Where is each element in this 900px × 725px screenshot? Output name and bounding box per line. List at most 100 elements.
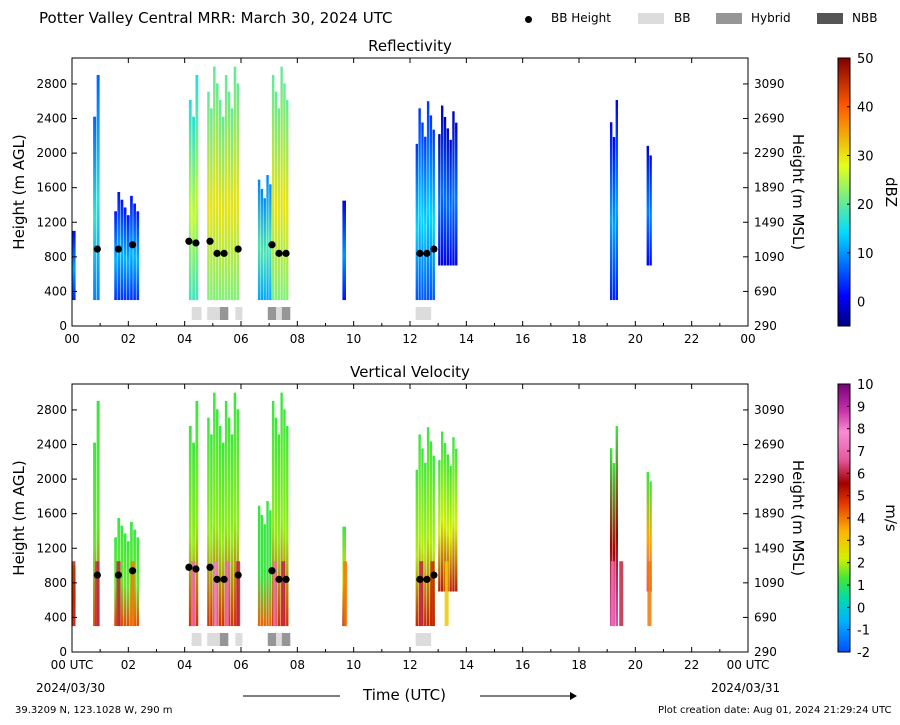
y-tick-label: 2000 [36, 472, 67, 486]
y-tick-label: 2000 [36, 146, 67, 160]
data-column [418, 108, 421, 301]
fall-speed-mark [610, 561, 615, 627]
colorbar-label: m/s [882, 504, 900, 532]
fall-speed-mark [130, 561, 135, 627]
plot-creation-date: Plot creation date: Aug 01, 2024 21:29:2… [658, 705, 892, 716]
data-column [612, 463, 616, 627]
legend-bb-swatch [638, 13, 664, 24]
bb-type-box [276, 633, 282, 646]
bb-type-box [267, 633, 277, 646]
data-column [452, 437, 455, 592]
colorbar-tick-label: 3 [857, 534, 865, 549]
y-tick-label-right: 2290 [754, 146, 785, 160]
bb-height-point [268, 567, 276, 575]
fall-speed-mark [430, 561, 435, 627]
data-column [257, 505, 261, 627]
x-tick-label: 02 [121, 332, 136, 346]
fall-speed-mark [71, 561, 76, 627]
data-column [415, 143, 419, 301]
bb-type-box [219, 633, 229, 646]
y-tick-label: 2400 [36, 112, 67, 126]
data-column [224, 74, 228, 301]
bb-height-point [114, 571, 123, 579]
bb-type-box [415, 307, 432, 320]
bb-type-box [207, 307, 220, 320]
data-column [210, 434, 213, 627]
data-column [123, 533, 127, 627]
data-column [227, 417, 231, 627]
bb-height-point [275, 575, 283, 583]
y-tick-label-right: 3090 [754, 403, 785, 417]
data-column [449, 465, 452, 592]
data-column [266, 501, 269, 627]
y-tick-label-right: 690 [754, 284, 777, 298]
fall-speed-mark [444, 561, 449, 627]
y-tick-label-right: 290 [754, 645, 777, 659]
bb-type-box [276, 307, 282, 320]
station-location: 39.3209 N, 123.1028 W, 290 m [15, 705, 173, 716]
data-column [123, 207, 127, 301]
y-tick-label-right: 1490 [754, 215, 785, 229]
x-tick-label: 22 [684, 658, 699, 672]
bb-height-point [93, 571, 101, 579]
bb-height-point [114, 245, 123, 253]
y-tick-label: 0 [59, 319, 67, 333]
x-tick-label: 12 [402, 332, 417, 346]
x-tick-label: 22 [684, 332, 699, 346]
chart-panel-1 [71, 383, 851, 653]
colorbar-tick-label: -2 [857, 646, 870, 661]
y-tick-label-right: 1090 [754, 250, 785, 264]
bb-height-point [275, 249, 283, 257]
data-column [446, 128, 450, 266]
bb-height-point [192, 239, 200, 247]
fall-speed-mark [419, 561, 424, 627]
data-column [429, 115, 433, 301]
data-column [236, 409, 240, 627]
x-tick-label: 00 [740, 332, 755, 346]
colorbar-tick-label: 50 [857, 52, 874, 67]
data-column [415, 469, 419, 627]
data-column [188, 99, 192, 301]
bb-height-point [128, 567, 137, 575]
data-column [283, 83, 286, 301]
data-column [438, 134, 441, 266]
bb-type-box [415, 633, 432, 646]
bb-height-point [416, 575, 424, 583]
data-column [210, 108, 213, 301]
data-column [260, 188, 264, 301]
x-tick-label: 18 [571, 658, 586, 672]
data-column [260, 514, 264, 627]
legend-nbb-swatch [817, 13, 843, 24]
data-column [195, 74, 199, 301]
x-tick-label: 06 [233, 658, 248, 672]
data-column [609, 448, 613, 627]
data-column [257, 179, 261, 301]
x-tick-label: 18 [571, 332, 586, 346]
data-column [286, 99, 289, 301]
data-column [271, 400, 275, 627]
data-column [443, 116, 447, 266]
y-tick-label: 1200 [36, 215, 67, 229]
data-column [280, 392, 283, 627]
data-column [263, 198, 266, 301]
colorbar-label: dBZ [882, 177, 900, 207]
fall-speed-mark [647, 561, 652, 627]
data-column [646, 145, 649, 266]
data-column [266, 175, 269, 301]
x-tick-label: 16 [515, 658, 530, 672]
end-date-label: 2024/03/31 [711, 681, 781, 695]
data-column [213, 66, 216, 301]
data-column [96, 74, 100, 301]
y-tick-label: 2800 [36, 77, 67, 91]
colorbar-tick-label: -1 [857, 624, 870, 639]
x-tick-label: 14 [459, 332, 474, 346]
data-column [221, 116, 225, 301]
data-column [136, 211, 140, 301]
fall-speed-mark [95, 561, 100, 627]
bb-height-point [192, 565, 200, 573]
data-column [455, 448, 458, 592]
y-tick-label: 0 [59, 645, 67, 659]
data-column [449, 139, 452, 266]
data-column [114, 211, 117, 301]
